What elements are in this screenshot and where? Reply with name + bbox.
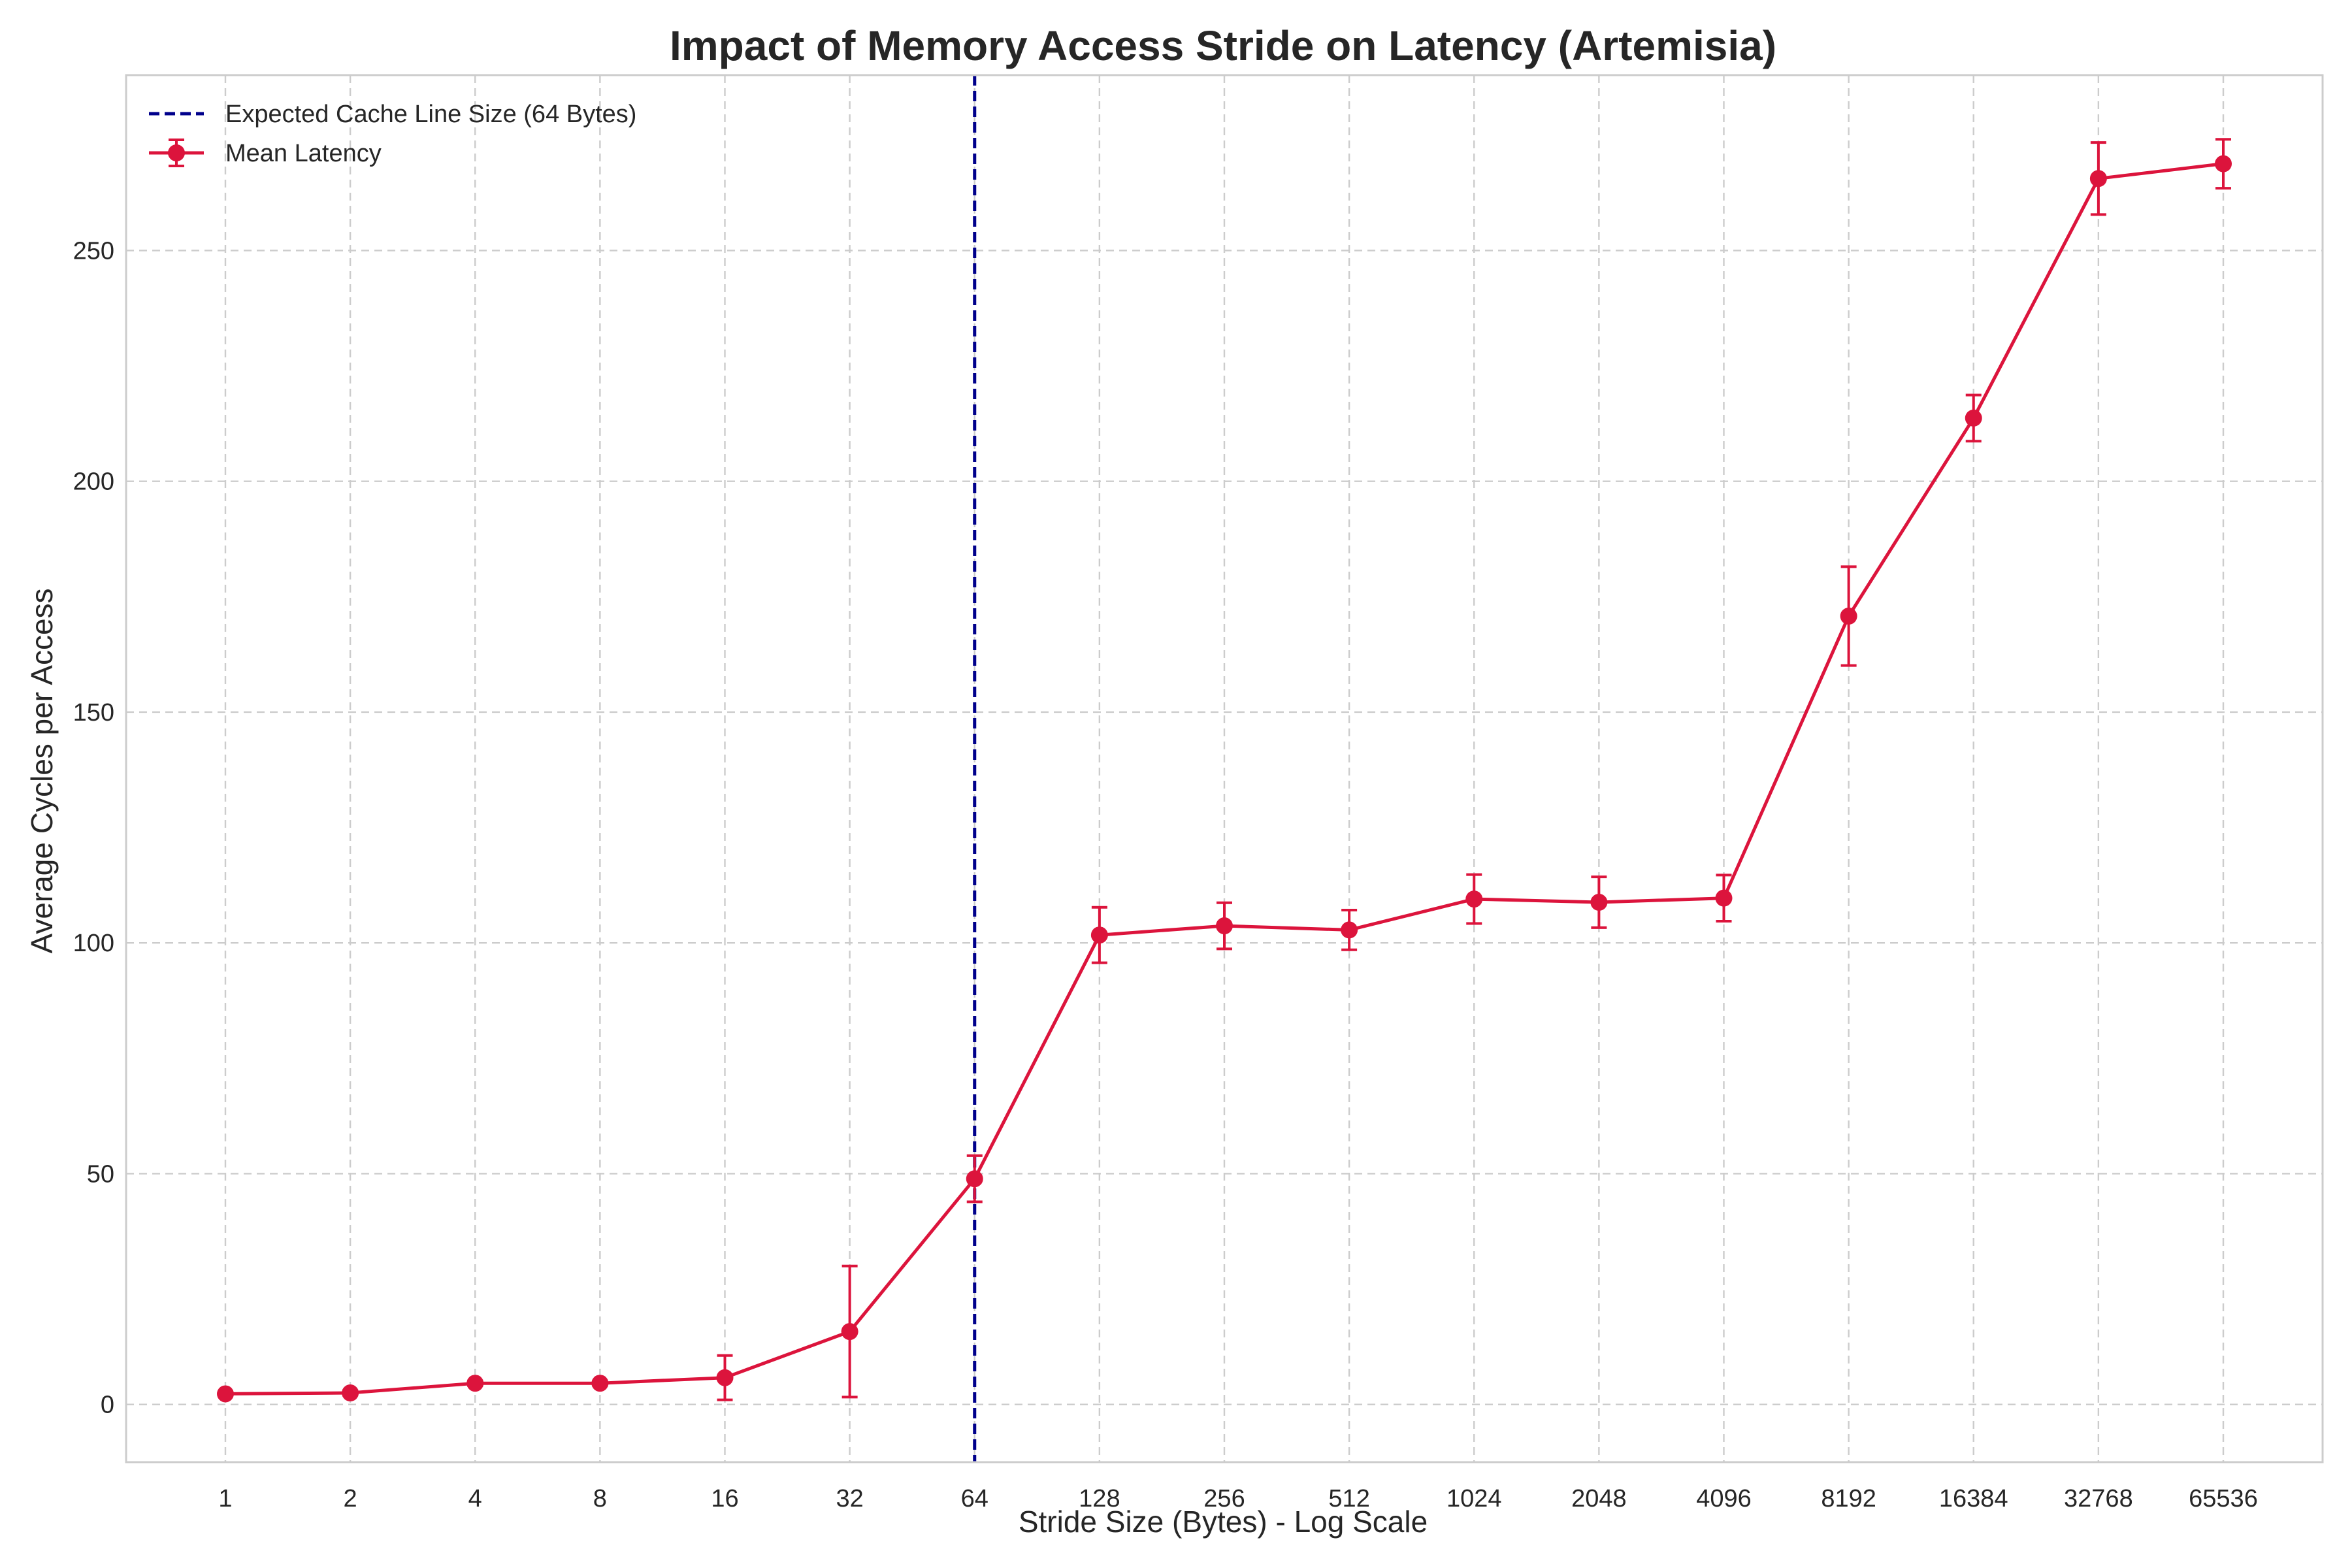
x-tick-label: 16 — [711, 1485, 738, 1512]
data-point — [1341, 921, 1358, 939]
x-tick-label: 65536 — [2189, 1485, 2258, 1512]
legend: Expected Cache Line Size (64 Bytes) Mean… — [149, 101, 636, 167]
data-point — [217, 1385, 234, 1403]
series-line — [225, 162, 2224, 1396]
x-tick-label: 256 — [1203, 1485, 1245, 1512]
legend-series-label: Mean Latency — [225, 140, 382, 167]
data-point — [2215, 155, 2232, 172]
data-point — [1465, 890, 1483, 908]
x-tick-label: 64 — [961, 1485, 988, 1512]
y-tick-label: 100 — [73, 930, 114, 957]
x-tick-label: 32768 — [2064, 1485, 2133, 1512]
legend-series-swatch — [149, 139, 204, 167]
chart-title: Impact of Memory Access Stride on Latenc… — [670, 22, 1776, 69]
y-tick-label: 250 — [73, 237, 114, 265]
data-point — [966, 1170, 983, 1188]
grid-layer — [126, 75, 2323, 1462]
x-tick-label: 2 — [344, 1485, 357, 1512]
data-point — [1590, 894, 1608, 911]
data-point — [841, 1323, 858, 1341]
x-tick-label: 4 — [468, 1485, 482, 1512]
x-tick-label: 4096 — [1696, 1485, 1752, 1512]
y-tick-label: 150 — [73, 699, 114, 727]
x-tick-label: 2048 — [1571, 1485, 1627, 1512]
x-tick-label: 1 — [218, 1485, 232, 1512]
x-tick-label: 8 — [593, 1485, 607, 1512]
y-tick-label: 200 — [73, 468, 114, 496]
x-axis-label: Stride Size (Bytes) - Log Scale — [1019, 1505, 1428, 1539]
y-tick-labels: 0 50 100 150 200 250 — [73, 237, 114, 1418]
data-point — [1216, 917, 1233, 935]
x-tick-label: 512 — [1328, 1485, 1369, 1512]
x-tick-label: 128 — [1079, 1485, 1120, 1512]
y-axis-label: Average Cycles per Access — [25, 588, 59, 953]
data-point — [716, 1369, 734, 1386]
legend-series-marker — [168, 144, 185, 161]
data-point — [591, 1375, 609, 1392]
data-point — [1090, 926, 1108, 944]
x-tick-labels: 1 2 4 8 16 32 64 128 256 512 1024 2048 4096 8192 16384… — [218, 1485, 2257, 1512]
data-point — [2089, 170, 2107, 188]
x-tick-label: 16384 — [1939, 1485, 2008, 1512]
data-point — [466, 1375, 484, 1392]
data-point — [1715, 889, 1733, 907]
legend-reference-line-label: Expected Cache Line Size (64 Bytes) — [225, 101, 636, 128]
data-point — [1965, 409, 1982, 427]
series-layer — [217, 138, 2232, 1403]
x-tick-label: 8192 — [1821, 1485, 1876, 1512]
x-tick-label: 32 — [836, 1485, 863, 1512]
plot-frame — [125, 74, 2324, 1463]
data-point — [342, 1384, 359, 1402]
data-point — [1840, 608, 1857, 625]
y-tick-label: 0 — [101, 1392, 114, 1419]
x-tick-label: 1024 — [1446, 1485, 1502, 1512]
y-tick-label: 50 — [87, 1160, 114, 1188]
